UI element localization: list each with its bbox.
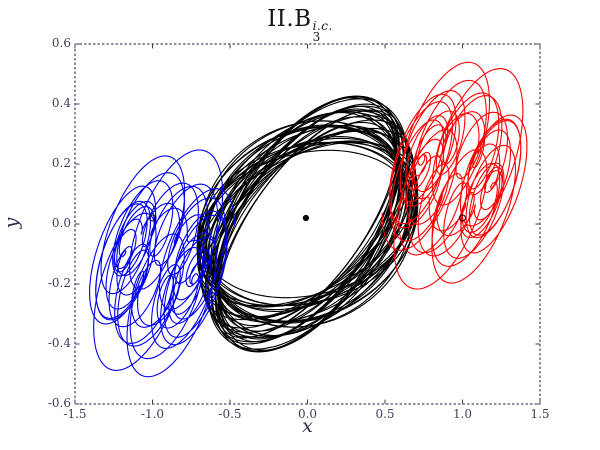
body2-trajectory-black	[208, 105, 407, 343]
body2-trajectory-black	[214, 96, 401, 352]
body2-trajectory-black	[202, 120, 413, 328]
body2-trajectory-black	[199, 130, 416, 318]
body2-trajectory-black	[215, 128, 400, 320]
body2-trajectory-black	[217, 121, 398, 327]
body2-trajectory-black	[197, 125, 418, 323]
body2-trajectory-black	[201, 110, 414, 338]
x-axis-label: x	[302, 415, 313, 437]
y-tick-label: -0.6	[47, 396, 71, 410]
body2-trajectory-black	[196, 126, 419, 322]
body2-trajectory-black	[218, 105, 397, 343]
body1-trajectory-blue	[89, 149, 235, 378]
x-tick-label: -1.0	[140, 407, 165, 421]
x-tick-label: 0.0	[297, 407, 318, 421]
body3-trajectory-red	[381, 61, 528, 290]
initial-position-marker	[149, 214, 156, 222]
body2-trajectory-black	[197, 125, 418, 323]
title-scripts: i.c. 3	[312, 19, 333, 44]
initial-position-marker	[459, 214, 466, 222]
body2-trajectory-black	[197, 141, 418, 307]
body2-trajectory-black	[196, 142, 419, 306]
body2-trajectory-black	[215, 110, 400, 338]
x-tick-label: -1.5	[63, 407, 87, 421]
y-tick-label: 0.2	[51, 156, 71, 170]
y-tick-label: 0.4	[51, 96, 71, 110]
x-tick-label: 0.5	[375, 407, 395, 421]
plot-title: II.B i.c. 3	[0, 6, 600, 43]
x-tick-label: -0.5	[218, 407, 242, 421]
y-axis-label: y	[0, 217, 23, 229]
y-tick-label: -0.2	[47, 276, 71, 290]
body2-trajectory-black	[210, 124, 405, 324]
title-subscript: 3	[312, 30, 321, 44]
title-superscript: i.c.	[312, 19, 333, 33]
x-tick-label: 1.5	[530, 407, 550, 421]
x-tick-label: 1.0	[452, 407, 473, 421]
body2-trajectory-black	[207, 141, 408, 307]
body2-trajectory-black	[211, 95, 404, 353]
title-main: II.B	[267, 6, 312, 32]
y-tick-label: -0.4	[47, 336, 71, 350]
y-tick-label: 0.0	[51, 216, 71, 230]
body2-trajectory-black	[208, 136, 407, 312]
center-dot-marker	[302, 214, 309, 222]
y-tick-label: 0.6	[51, 36, 71, 50]
